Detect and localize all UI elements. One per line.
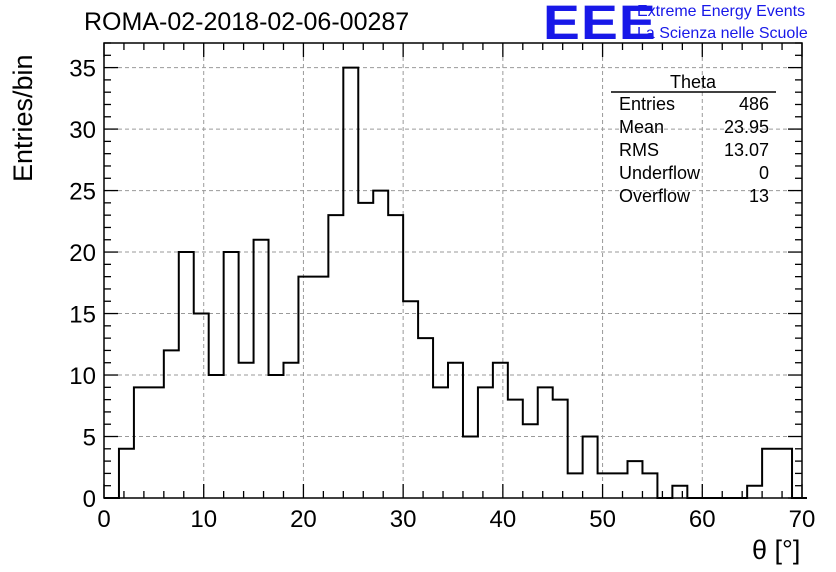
stats-title: Theta (670, 72, 717, 92)
x-tick-label: 50 (589, 506, 616, 533)
histogram-bin (642, 473, 657, 498)
histogram-bin (433, 387, 448, 498)
histogram-bin (149, 387, 164, 498)
histogram-bin (388, 215, 403, 498)
y-tick-label: 10 (69, 363, 96, 390)
histogram-bin (358, 203, 373, 498)
histogram-bin (283, 363, 298, 498)
x-tick-label: 70 (789, 506, 816, 533)
histogram-bin (313, 277, 328, 498)
histogram-bin (583, 437, 598, 498)
y-tick-label: 35 (69, 56, 96, 83)
histogram-bin (538, 387, 553, 498)
histogram-bin (628, 461, 643, 498)
x-tick-labels: 0 10 20 30 40 50 60 70 (97, 506, 815, 533)
histogram-bin (448, 363, 463, 498)
histogram-bin (613, 473, 628, 498)
plot-frame (103, 42, 803, 499)
eee-logo: EEE (543, 0, 657, 50)
histogram-bin (328, 215, 343, 498)
histogram-bin (672, 486, 687, 498)
histogram-bars (104, 66, 807, 499)
stats-label: Overflow (619, 186, 691, 206)
logo-line-2: La Scienza nelle Scuole (637, 25, 808, 42)
histogram-bin (747, 486, 762, 498)
stats-value: 23.95 (724, 117, 769, 137)
stats-label: Underflow (619, 163, 701, 183)
x-tick-label: 20 (290, 506, 317, 533)
stats-value: 13.07 (724, 140, 769, 160)
histogram-bin (598, 473, 613, 498)
y-tick-label: 0 (83, 486, 96, 513)
y-tick-label: 5 (83, 425, 96, 452)
histogram-bin (403, 301, 418, 498)
histogram-bin (762, 449, 777, 498)
histogram-bin (343, 68, 358, 498)
histogram-bin (298, 277, 313, 498)
stats-rows: Entries 486 Mean 23.95 RMS 13.07 Underflow 0 Ove… (619, 94, 769, 206)
histogram-bin (478, 387, 493, 498)
axis-ticks (103, 42, 803, 499)
stats-value: 13 (749, 186, 769, 206)
stats-label: RMS (619, 140, 659, 160)
x-tick-label: 30 (390, 506, 417, 533)
stats-box: Theta Entries 486 Mean 23.95 RMS 13.07 Underfl… (611, 72, 776, 206)
y-tick-label: 30 (69, 117, 96, 144)
histogram-bin (493, 363, 508, 498)
y-tick-label: 25 (69, 179, 96, 206)
histogram-bin (463, 437, 478, 498)
stats-value: 486 (739, 94, 769, 114)
x-tick-label: 10 (190, 506, 217, 533)
histogram-bin (777, 449, 792, 498)
histogram-bin (553, 400, 568, 498)
histogram-bin (508, 400, 523, 498)
y-tick-label: 20 (69, 240, 96, 267)
histogram-bin (568, 473, 583, 498)
histogram-bin (523, 424, 538, 498)
x-tick-label: 40 (490, 506, 517, 533)
y-tick-label: 15 (69, 302, 96, 329)
histogram-bin (373, 191, 388, 498)
histogram-bin (119, 449, 134, 498)
histogram-bin (239, 363, 254, 498)
stats-value: 0 (759, 163, 769, 183)
histogram-bin (254, 240, 269, 498)
stats-label: Entries (619, 94, 675, 114)
histogram-bin (164, 350, 179, 498)
histogram-bin (134, 387, 149, 498)
x-axis-label: θ [°] (752, 535, 801, 565)
stats-label: Mean (619, 117, 664, 137)
y-tick-labels: 0 5 10 15 20 25 30 35 (69, 56, 96, 513)
histogram-bin (194, 314, 209, 498)
logo-line-1: Extreme Energy Events (637, 3, 806, 20)
histogram-outline (104, 66, 807, 499)
plot-title: ROMA-02-2018-02-06-00287 (84, 8, 410, 36)
x-tick-label: 60 (689, 506, 716, 533)
x-tick-label: 0 (97, 506, 110, 533)
grid-lines (104, 43, 802, 498)
histogram-bin (418, 338, 433, 498)
